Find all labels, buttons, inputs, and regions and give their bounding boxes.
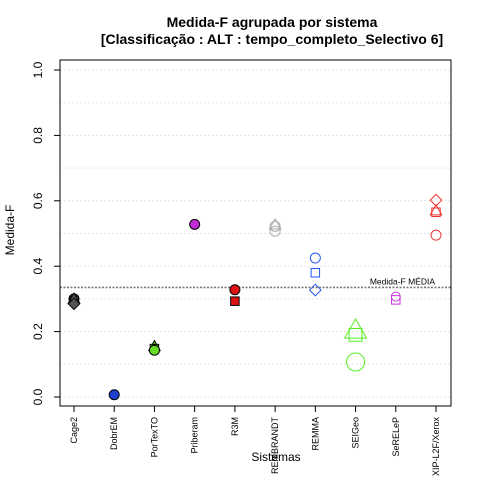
x-tick-label: SeRELeP — [391, 417, 401, 457]
data-point — [268, 217, 282, 230]
grid — [60, 69, 451, 398]
data-point — [269, 220, 281, 232]
y-tick-label: 0.6 — [31, 192, 45, 209]
data-point — [269, 225, 281, 237]
x-tick-label: Cage2 — [69, 417, 79, 444]
x-tick-label: REMBRANDT — [270, 417, 280, 475]
y-tick-label: 0.2 — [31, 323, 45, 340]
axes: 0.0 0.2 0.4 0.6 0.8 1.0 Cage2 DobrEM PorTexTO Pri… — [31, 61, 441, 476]
chart-title: Medida-F agrupada por sistema — [167, 14, 378, 30]
data-point — [108, 389, 120, 401]
data-point — [229, 284, 241, 296]
x-tick-label: R3M — [230, 417, 240, 436]
reference-line-group: Medida-F MÉDIA — [60, 276, 451, 289]
y-tick-label: 0.8 — [31, 127, 45, 144]
plot-frame — [59, 59, 452, 407]
x-tick-label: SEIGeo — [351, 417, 361, 449]
data-point — [429, 203, 443, 216]
data-point — [430, 229, 442, 241]
y-axis-label: Medida-F — [3, 205, 17, 256]
x-tick-label: XIP-L2F/Xerox — [431, 417, 441, 477]
data-point — [431, 207, 441, 217]
x-tick-label: REMMA — [310, 417, 320, 451]
data-point — [148, 344, 160, 356]
data-point — [309, 252, 321, 264]
y-tick-label: 0.0 — [31, 388, 45, 405]
points — [67, 193, 443, 401]
data-point — [390, 291, 401, 302]
x-axis-label: Sistemas — [251, 450, 300, 464]
data-point — [310, 267, 321, 278]
chart-subtitle: [Classificação : ALT : tempo_completo_Se… — [101, 31, 443, 47]
data-point — [346, 352, 366, 372]
x-tick-label: PorTexTO — [149, 417, 159, 457]
x-tick-label: DobrEM — [109, 417, 119, 450]
data-point — [230, 296, 240, 306]
data-point — [67, 297, 81, 311]
data-point — [189, 218, 201, 230]
x-tick-label: Priberam — [190, 417, 200, 454]
data-point — [348, 327, 363, 342]
y-tick-label: 1.0 — [31, 61, 45, 78]
data-point — [308, 283, 322, 297]
y-tick-label: 0.4 — [31, 258, 45, 275]
data-point — [429, 193, 443, 207]
data-point — [391, 295, 401, 305]
reference-line-label: Medida-F MÉDIA — [370, 276, 436, 286]
